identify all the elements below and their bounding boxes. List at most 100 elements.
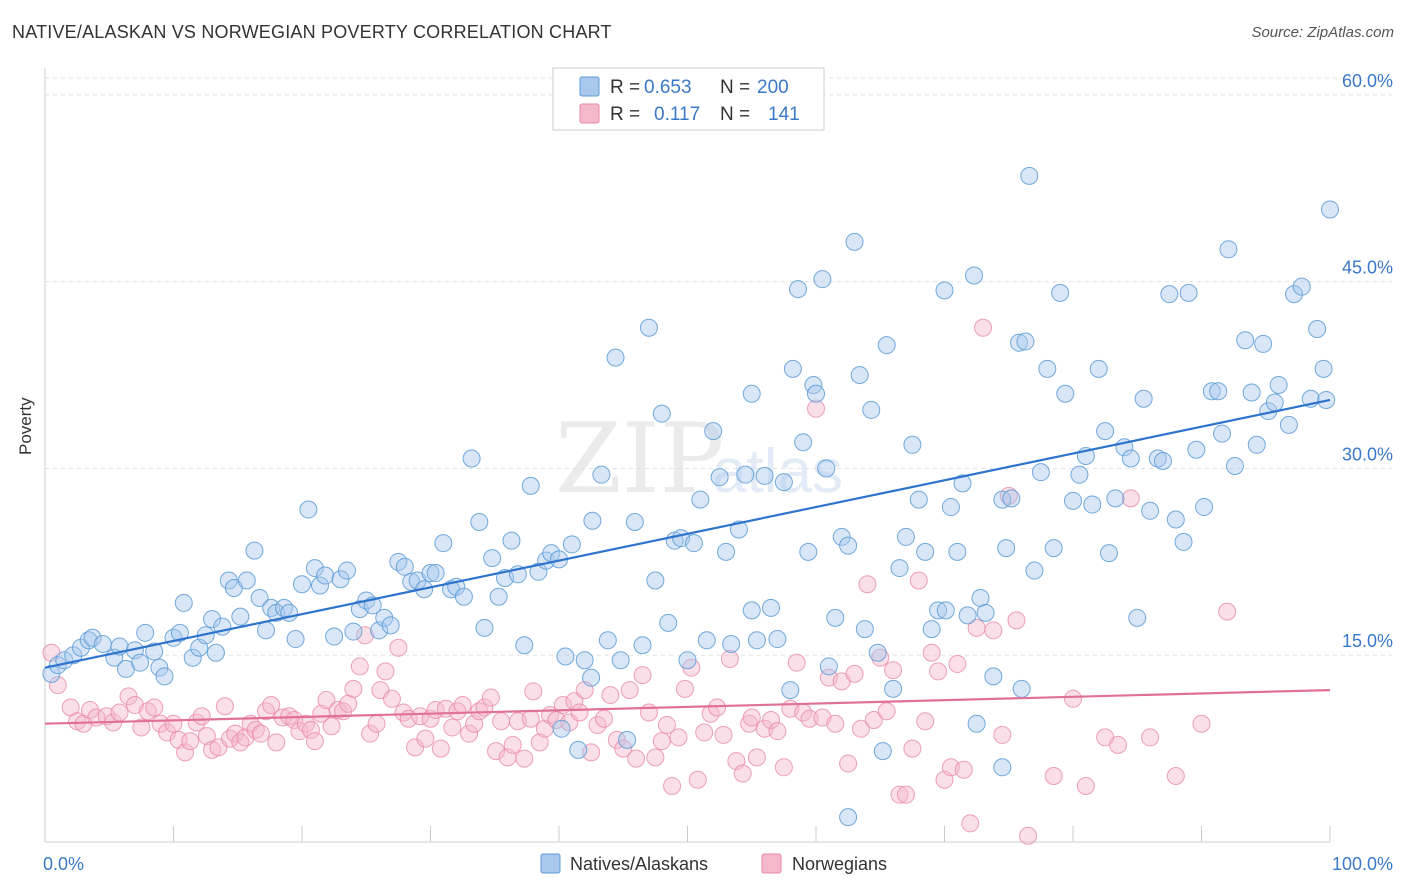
norwegians-point bbox=[226, 724, 245, 743]
natives-point bbox=[807, 384, 825, 403]
norwegians-point bbox=[871, 648, 890, 667]
norwegians-point bbox=[236, 728, 255, 747]
natives-point bbox=[1160, 285, 1179, 304]
natives-point bbox=[916, 542, 935, 561]
natives-point bbox=[421, 564, 440, 583]
norwegians-point bbox=[916, 712, 935, 731]
norwegians-point bbox=[845, 664, 864, 683]
natives-point bbox=[1016, 332, 1035, 351]
norwegians-point bbox=[312, 704, 331, 723]
natives-point bbox=[1010, 333, 1029, 352]
stats-r-value: 0.117 bbox=[654, 104, 700, 125]
natives-point bbox=[678, 651, 697, 670]
natives-point bbox=[286, 630, 305, 649]
natives-point bbox=[1089, 359, 1108, 378]
norwegians-point bbox=[443, 718, 462, 737]
natives-point bbox=[717, 542, 736, 561]
norwegians-point bbox=[492, 712, 511, 731]
chart-title: NATIVE/ALASKAN VS NORWEGIAN POVERTY CORR… bbox=[12, 22, 612, 42]
natives-point bbox=[583, 511, 602, 530]
natives-point bbox=[203, 610, 222, 629]
stats-r-label: R = bbox=[610, 104, 640, 125]
norwegians-point bbox=[708, 698, 727, 717]
norwegians-trend-line bbox=[44, 688, 1331, 725]
norwegians-point bbox=[305, 732, 324, 751]
natives-point bbox=[611, 651, 630, 670]
norwegians-point bbox=[890, 785, 909, 804]
natives-point bbox=[768, 630, 787, 649]
gridlines bbox=[45, 77, 1392, 656]
natives-point bbox=[1099, 544, 1118, 563]
natives-point bbox=[1179, 283, 1198, 302]
natives-point bbox=[862, 400, 881, 419]
natives-point bbox=[1265, 393, 1284, 412]
natives-point bbox=[1254, 334, 1273, 353]
natives-point bbox=[1148, 449, 1167, 468]
norwegians-point bbox=[688, 770, 707, 789]
norwegians-point bbox=[515, 749, 534, 768]
natives-point bbox=[262, 598, 281, 617]
natives-point bbox=[1106, 489, 1125, 508]
natives-point bbox=[582, 668, 601, 687]
natives-point bbox=[145, 642, 164, 661]
natives-point bbox=[1174, 532, 1193, 551]
natives-point bbox=[1213, 424, 1232, 443]
norwegians-point bbox=[742, 708, 761, 727]
norwegians-point bbox=[877, 702, 896, 721]
x-tick-label: 0.0% bbox=[43, 854, 84, 874]
natives-point bbox=[1279, 415, 1298, 434]
norwegians-point bbox=[487, 742, 506, 761]
norwegians-point bbox=[714, 725, 733, 744]
natives-point bbox=[722, 635, 741, 654]
natives-point bbox=[813, 270, 832, 289]
natives-point bbox=[183, 648, 202, 667]
natives-point bbox=[736, 465, 755, 484]
norwegians-point bbox=[1064, 689, 1082, 708]
norwegians-point bbox=[176, 743, 195, 762]
natives-point bbox=[909, 490, 928, 509]
natives-point bbox=[1219, 240, 1238, 259]
stats-n-label: N = bbox=[720, 104, 750, 125]
natives-point bbox=[316, 566, 335, 585]
natives-point bbox=[170, 623, 189, 642]
natives-point bbox=[136, 623, 155, 642]
natives-trend-line bbox=[44, 398, 1331, 669]
natives-point bbox=[1121, 449, 1140, 468]
norwegians-point bbox=[594, 709, 613, 728]
norwegians-point bbox=[317, 691, 336, 710]
natives-point bbox=[606, 348, 625, 367]
norwegians-point bbox=[48, 676, 67, 695]
norwegians-point bbox=[954, 760, 973, 779]
series-legend: Natives/Alaskans Norwegians bbox=[540, 853, 887, 874]
norwegians-point bbox=[984, 621, 1003, 640]
norwegians-point bbox=[481, 688, 500, 707]
norwegians-point bbox=[367, 714, 386, 733]
natives-point bbox=[993, 490, 1012, 509]
norwegians-point bbox=[858, 575, 877, 594]
natives-point bbox=[659, 613, 678, 632]
natives-point bbox=[1247, 435, 1266, 454]
natives-point bbox=[381, 616, 400, 635]
natives-point bbox=[434, 534, 453, 553]
natives-point bbox=[575, 651, 594, 670]
natives-point bbox=[845, 232, 864, 251]
natives-point bbox=[1038, 359, 1057, 378]
norwegians-point bbox=[290, 722, 309, 741]
natives-point bbox=[922, 620, 941, 639]
natives-point bbox=[483, 549, 502, 568]
norwegians-point bbox=[961, 814, 980, 833]
norwegians-point bbox=[355, 626, 374, 645]
natives-point bbox=[93, 635, 112, 654]
natives-point bbox=[652, 404, 671, 423]
natives-point bbox=[1187, 440, 1206, 459]
natives-point bbox=[839, 808, 858, 827]
stats-n-value: 200 bbox=[757, 77, 789, 98]
natives-point bbox=[521, 476, 540, 495]
natives-point bbox=[971, 588, 990, 607]
natives-point bbox=[1166, 510, 1185, 529]
natives-point bbox=[206, 643, 225, 662]
norwegians-point bbox=[285, 710, 304, 729]
natives-point bbox=[903, 435, 922, 454]
norwegians-point bbox=[929, 662, 948, 681]
norwegians-point bbox=[460, 724, 479, 743]
